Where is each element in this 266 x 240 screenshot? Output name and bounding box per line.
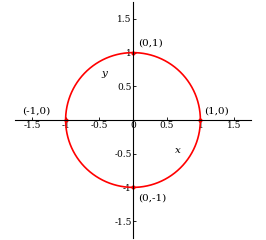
Text: (0,1): (0,1) (138, 38, 163, 47)
Text: (1,0): (1,0) (204, 106, 228, 115)
Text: y: y (102, 69, 107, 78)
Text: (-1,0): (-1,0) (22, 106, 50, 115)
Text: x: x (175, 146, 181, 155)
Text: (0,-1): (0,-1) (138, 193, 166, 202)
